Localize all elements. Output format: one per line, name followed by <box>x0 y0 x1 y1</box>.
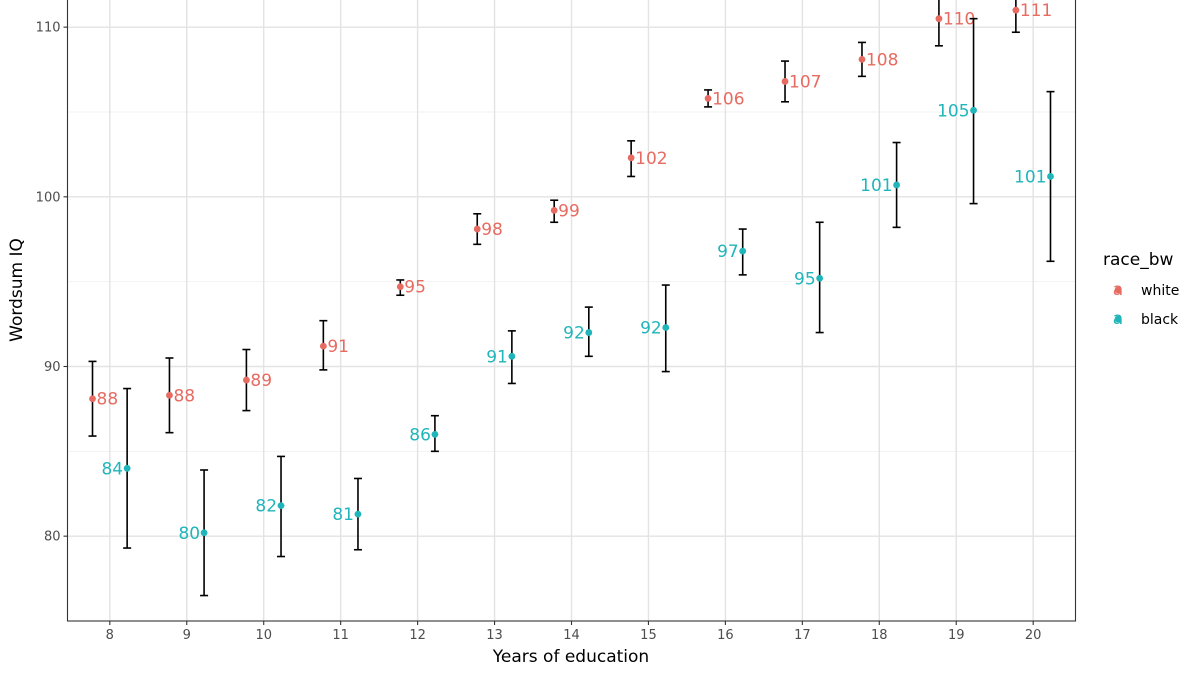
x-axis-title: Years of education <box>492 647 649 667</box>
y-tick-label: 80 <box>44 530 61 545</box>
x-tick-label: 15 <box>640 628 657 643</box>
data-label-white: 110 <box>943 10 975 30</box>
data-point-white <box>89 395 96 403</box>
x-tick-label: 16 <box>717 628 734 643</box>
data-label-black: 97 <box>717 242 739 262</box>
legend-title: race_bw <box>1103 250 1174 270</box>
marks-layer: 88 88 89 91 95 98 99 102 106 107 108 110 111 84 80 82 81… <box>88 0 1055 597</box>
data-point-black <box>200 529 208 537</box>
data-point-black <box>354 510 362 518</box>
legend-key-glyph-white: a <box>1113 280 1123 300</box>
x-tick-label: 14 <box>563 628 580 643</box>
data-point-white <box>396 283 404 291</box>
data-point-black <box>277 502 285 510</box>
data-point-white <box>550 206 558 214</box>
data-point-black <box>970 106 977 114</box>
data-label-black: 91 <box>486 347 508 367</box>
data-point-black <box>816 274 824 282</box>
data-point-white <box>1012 6 1020 14</box>
data-point-white <box>704 95 712 102</box>
data-label-black: 86 <box>409 425 431 445</box>
data-point-white <box>319 342 327 350</box>
data-point-white <box>935 15 943 23</box>
data-label-white: 91 <box>327 337 349 357</box>
y-axis-title: Wordsum IQ <box>7 238 27 342</box>
y-tick-label: 100 <box>36 190 61 205</box>
data-point-black <box>893 181 900 189</box>
data-label-black: 81 <box>332 505 354 525</box>
data-point-black <box>508 352 516 360</box>
x-tick-label: 18 <box>871 628 888 643</box>
x-tick-label: 9 <box>183 628 191 643</box>
data-label-black: 84 <box>101 459 123 479</box>
legend: race_bw a white a black <box>1103 250 1179 329</box>
data-label-white: 88 <box>173 386 195 406</box>
x-tick-label: 19 <box>948 628 965 643</box>
legend-key-glyph-black: a <box>1113 309 1123 329</box>
y-tick-label: 90 <box>44 360 61 375</box>
data-label-black: 92 <box>640 318 662 338</box>
data-point-black <box>585 329 593 336</box>
x-tick-label: 8 <box>106 628 114 643</box>
data-label-black: 101 <box>860 176 892 196</box>
legend-key-black <box>1114 315 1122 323</box>
data-label-black: 101 <box>1014 167 1046 187</box>
legend-label-white: white <box>1141 283 1179 299</box>
x-tick-label: 12 <box>409 628 426 643</box>
data-point-white <box>473 225 481 233</box>
data-point-black <box>662 324 670 331</box>
data-label-white: 89 <box>250 371 272 391</box>
data-label-black: 92 <box>563 324 585 344</box>
data-label-white: 108 <box>866 50 898 70</box>
data-label-white: 98 <box>481 220 503 240</box>
x-tick-label: 11 <box>332 628 349 643</box>
data-label-white: 102 <box>635 149 667 169</box>
data-label-white: 95 <box>404 278 426 298</box>
data-label-black: 105 <box>937 101 969 121</box>
data-point-black <box>1047 173 1054 180</box>
x-tick-label: 13 <box>486 628 503 643</box>
data-point-white <box>627 154 635 162</box>
y-tick-label: 110 <box>36 21 61 36</box>
legend-key-white <box>1114 286 1122 294</box>
data-point-white <box>243 376 250 384</box>
legend-label-black: black <box>1141 312 1179 328</box>
data-label-black: 80 <box>178 524 200 544</box>
x-tick-label: 20 <box>1025 628 1042 643</box>
data-label-white: 88 <box>97 390 119 410</box>
data-label-white: 107 <box>789 72 821 92</box>
data-point-black <box>739 247 747 255</box>
x-tick-label: 10 <box>255 628 272 643</box>
legend-items: a white a black <box>1113 280 1180 329</box>
grid-layer <box>67 0 1076 622</box>
data-label-black: 82 <box>255 497 277 517</box>
data-point-white <box>781 78 789 85</box>
x-tick-label: 17 <box>794 628 811 643</box>
data-label-white: 111 <box>1020 1 1052 21</box>
data-point-white <box>166 391 173 399</box>
data-label-black: 95 <box>794 269 816 289</box>
data-point-black <box>431 430 439 438</box>
data-point-black <box>123 464 131 472</box>
data-label-white: 106 <box>712 89 744 109</box>
data-label-white: 99 <box>558 201 580 221</box>
data-point-white <box>858 55 866 63</box>
